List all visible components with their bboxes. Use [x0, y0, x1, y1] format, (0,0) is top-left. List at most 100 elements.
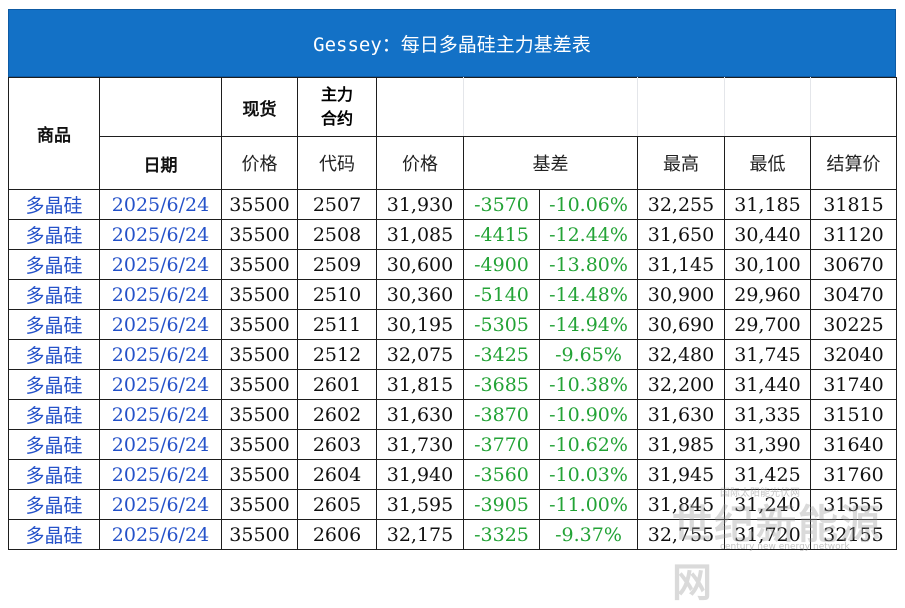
cell-settle: 30470 [810, 279, 897, 310]
cell-settle: 31815 [810, 189, 897, 220]
basis-table-container: Gessey：每日多晶硅主力基差表 商品 现货 主力 合约 日期 价格 代码 价… [8, 9, 897, 550]
cell-code: 2603 [297, 429, 377, 460]
cell-price: 30,195 [376, 309, 464, 340]
cell-product: 多晶硅 [8, 459, 100, 490]
table-row: 多晶硅 2025/6/24 35500 2510 30,360 -5140 -14.48% 3… [8, 279, 897, 310]
cell-low: 31,745 [724, 339, 811, 370]
basis-table: 商品 现货 主力 合约 日期 价格 代码 价格 基差 最高 最低 结算价 多晶硅… [8, 77, 897, 550]
table-body: 多晶硅 2025/6/24 35500 2507 31,930 -3570 -10.06% 3… [8, 189, 897, 550]
header-high: 最高 [637, 136, 725, 190]
cell-code: 2602 [297, 399, 377, 430]
cell-code: 2511 [297, 309, 377, 340]
cell-basis: -3325 [463, 519, 540, 550]
cell-high: 31,945 [637, 459, 725, 490]
cell-high: 31,630 [637, 399, 725, 430]
header-settle: 结算价 [810, 136, 897, 190]
cell-date: 2025/6/24 [99, 339, 222, 370]
cell-basis: -3685 [463, 369, 540, 400]
cell-date: 2025/6/24 [99, 489, 222, 520]
cell-settle: 31760 [810, 459, 897, 490]
cell-spot: 35500 [221, 429, 298, 460]
cell-product: 多晶硅 [8, 309, 100, 340]
cell-spot: 35500 [221, 339, 298, 370]
header-code: 代码 [297, 136, 377, 190]
cell-high: 32,480 [637, 339, 725, 370]
cell-code: 2509 [297, 249, 377, 280]
cell-date: 2025/6/24 [99, 279, 222, 310]
cell-low: 31,335 [724, 399, 811, 430]
cell-spot: 35500 [221, 249, 298, 280]
cell-price: 30,600 [376, 249, 464, 280]
cell-code: 2508 [297, 219, 377, 250]
cell-high: 32,255 [637, 189, 725, 220]
cell-date: 2025/6/24 [99, 399, 222, 430]
cell-date: 2025/6/24 [99, 219, 222, 250]
cell-low: 31,440 [724, 369, 811, 400]
cell-spot: 35500 [221, 219, 298, 250]
cell-high: 32,200 [637, 369, 725, 400]
cell-code: 2512 [297, 339, 377, 370]
cell-basis: -3570 [463, 189, 540, 220]
cell-basis-pct: -10.90% [539, 399, 638, 430]
cell-spot: 35500 [221, 399, 298, 430]
header-blank-2 [463, 77, 638, 137]
cell-code: 2510 [297, 279, 377, 310]
cell-basis-pct: -10.62% [539, 429, 638, 460]
cell-product: 多晶硅 [8, 249, 100, 280]
table-row: 多晶硅 2025/6/24 35500 2602 31,630 -3870 -10.90% 3… [8, 399, 897, 430]
cell-settle: 30670 [810, 249, 897, 280]
cell-basis-pct: -10.38% [539, 369, 638, 400]
header-blank-date-top [99, 77, 222, 137]
cell-settle: 31640 [810, 429, 897, 460]
cell-settle: 31555 [810, 489, 897, 520]
header-spot: 现货 [221, 77, 298, 137]
cell-price: 31,630 [376, 399, 464, 430]
cell-date: 2025/6/24 [99, 189, 222, 220]
cell-product: 多晶硅 [8, 429, 100, 460]
cell-basis-pct: -11.00% [539, 489, 638, 520]
cell-price: 31,730 [376, 429, 464, 460]
cell-settle: 32155 [810, 519, 897, 550]
cell-date: 2025/6/24 [99, 429, 222, 460]
cell-spot: 35500 [221, 519, 298, 550]
cell-basis: -3905 [463, 489, 540, 520]
cell-product: 多晶硅 [8, 519, 100, 550]
cell-settle: 30225 [810, 309, 897, 340]
cell-date: 2025/6/24 [99, 249, 222, 280]
cell-basis-pct: -13.80% [539, 249, 638, 280]
cell-spot: 35500 [221, 309, 298, 340]
table-row: 多晶硅 2025/6/24 35500 2509 30,600 -4900 -13.80% 3… [8, 249, 897, 280]
cell-high: 31,650 [637, 219, 725, 250]
cell-product: 多晶硅 [8, 369, 100, 400]
cell-high: 30,900 [637, 279, 725, 310]
cell-product: 多晶硅 [8, 279, 100, 310]
table-row: 多晶硅 2025/6/24 35500 2507 31,930 -3570 -10.06% 3… [8, 189, 897, 220]
cell-code: 2605 [297, 489, 377, 520]
cell-product: 多晶硅 [8, 189, 100, 220]
cell-code: 2507 [297, 189, 377, 220]
cell-price: 32,075 [376, 339, 464, 370]
cell-high: 30,690 [637, 309, 725, 340]
cell-spot: 35500 [221, 279, 298, 310]
table-title: Gessey：每日多晶硅主力基差表 [8, 9, 896, 77]
cell-code: 2601 [297, 369, 377, 400]
table-row: 多晶硅 2025/6/24 35500 2508 31,085 -4415 -12.44% 3… [8, 219, 897, 250]
cell-low: 29,700 [724, 309, 811, 340]
cell-price: 32,175 [376, 519, 464, 550]
cell-high: 31,985 [637, 429, 725, 460]
cell-low: 31,390 [724, 429, 811, 460]
cell-low: 31,720 [724, 519, 811, 550]
header-product: 商品 [8, 77, 100, 190]
cell-date: 2025/6/24 [99, 309, 222, 340]
cell-basis-pct: -14.48% [539, 279, 638, 310]
cell-low: 29,960 [724, 279, 811, 310]
cell-high: 31,145 [637, 249, 725, 280]
cell-product: 多晶硅 [8, 489, 100, 520]
cell-product: 多晶硅 [8, 219, 100, 250]
cell-spot: 35500 [221, 189, 298, 220]
header-basis: 基差 [463, 136, 638, 190]
cell-basis-pct: -14.94% [539, 309, 638, 340]
cell-spot: 35500 [221, 459, 298, 490]
header-date: 日期 [99, 136, 222, 190]
header-blank-1 [376, 77, 464, 137]
